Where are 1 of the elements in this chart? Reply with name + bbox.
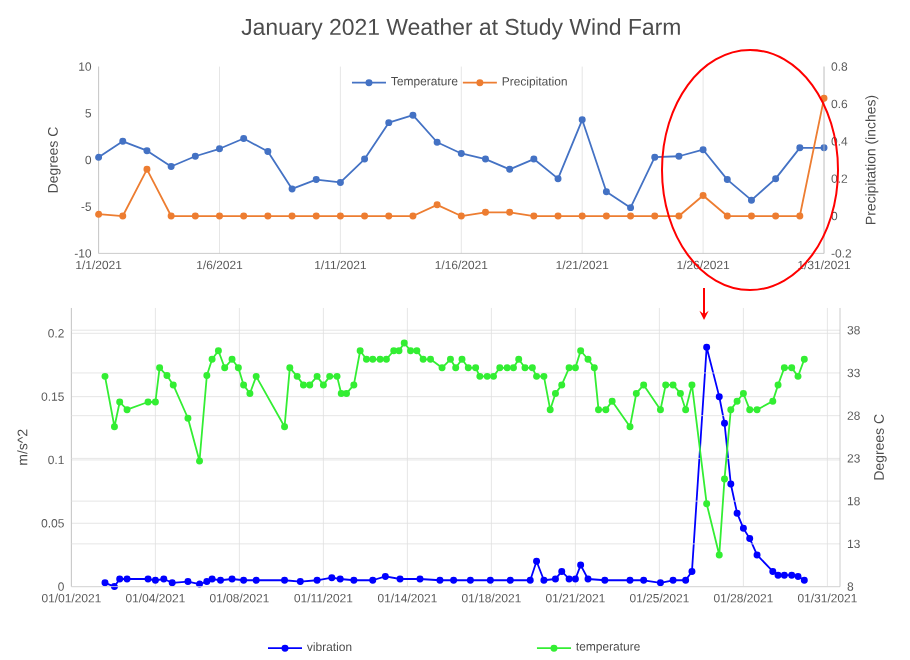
chart-title: January 2021 Weather at Study Wind Farm [241,18,680,40]
